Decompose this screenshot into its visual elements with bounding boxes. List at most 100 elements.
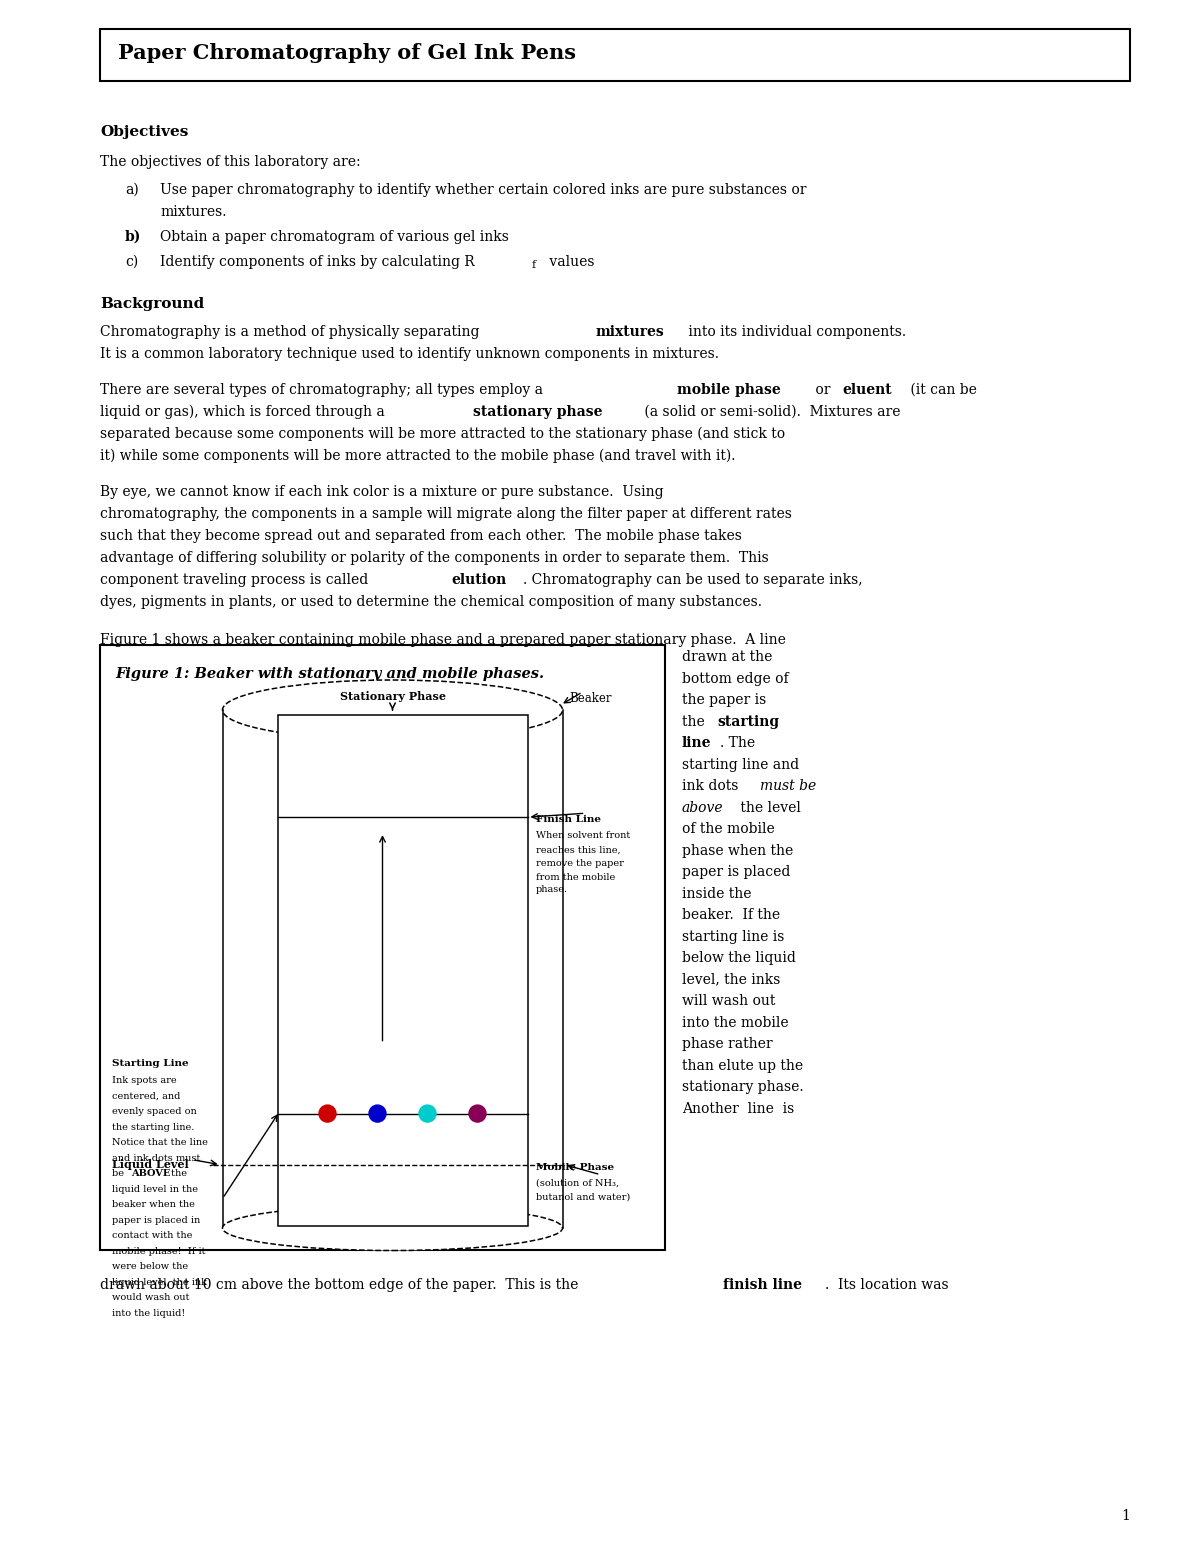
Text: remove the paper: remove the paper [535,859,623,868]
Text: Starting Line: Starting Line [112,1059,188,1067]
Text: and ink dots must: and ink dots must [112,1154,200,1163]
Text: beaker.  If the: beaker. If the [682,909,780,922]
Ellipse shape [222,680,563,739]
Text: (solution of NH₃,: (solution of NH₃, [535,1179,619,1188]
Text: There are several types of chromatography; all types employ a: There are several types of chromatograph… [100,384,547,398]
Text: paper is placed in: paper is placed in [112,1216,200,1225]
Text: into the liquid!: into the liquid! [112,1309,185,1317]
Text: ink dots: ink dots [682,780,743,794]
Text: mixtures.: mixtures. [160,205,227,219]
Text: starting line and: starting line and [682,758,799,772]
Text: Obtain a paper chromatogram of various gel inks: Obtain a paper chromatogram of various g… [160,230,509,244]
Text: bottom edge of: bottom edge of [682,671,788,685]
Text: Background: Background [100,297,204,311]
Text: It is a common laboratory technique used to identify unknown components in mixtu: It is a common laboratory technique used… [100,346,719,360]
Text: (chromatography paper): (chromatography paper) [328,717,457,727]
Text: Stationary Phase: Stationary Phase [340,691,445,702]
Text: level, the inks: level, the inks [682,972,780,986]
Text: b): b) [125,230,142,244]
Text: When solvent front: When solvent front [535,831,630,840]
Text: ABOVE: ABOVE [131,1169,170,1179]
Text: (a solid or semi-solid).  Mixtures are: (a solid or semi-solid). Mixtures are [640,405,901,419]
Text: liquid or gas), which is forced through a: liquid or gas), which is forced through … [100,405,389,419]
Text: evenly spaced on: evenly spaced on [112,1107,197,1117]
Text: Figure 1: Beaker with stationary and mobile phases.: Figure 1: Beaker with stationary and mob… [115,666,544,682]
Text: or: or [811,384,835,398]
Text: mixtures: mixtures [595,325,664,339]
Text: upwards, spots run up: upwards, spots run up [319,1061,446,1070]
Text: Another  line  is: Another line is [682,1101,794,1115]
Text: starting line is: starting line is [682,930,785,944]
Text: By eye, we cannot know if each ink color is a mixture or pure substance.  Using: By eye, we cannot know if each ink color… [100,485,664,499]
Text: will wash out: will wash out [682,994,775,1008]
Bar [100,644,665,1250]
Text: the level: the level [736,800,800,814]
Text: elution: elution [451,573,508,587]
Text: component traveling process is called: component traveling process is called [100,573,373,587]
Text: phase rather: phase rather [682,1037,773,1051]
Text: drawn at the: drawn at the [682,651,773,665]
Text: Beaker: Beaker [570,693,612,705]
Text: than elute up the: than elute up the [682,1059,803,1073]
Circle shape [319,1106,336,1123]
Text: Finish Line: Finish Line [535,815,600,825]
Text: stationary phase: stationary phase [473,405,602,419]
Text: eluent: eluent [842,384,892,398]
Text: (it can be: (it can be [906,384,977,398]
Text: Mobile Phase: Mobile Phase [535,1163,613,1171]
Bar [277,714,528,1225]
Text: the: the [168,1169,187,1179]
Text: Paper Chromatography of Gel Ink Pens: Paper Chromatography of Gel Ink Pens [118,43,576,64]
Text: beaker when the: beaker when the [112,1200,194,1210]
Text: 1: 1 [1121,1510,1130,1523]
Text: such that they become spread out and separated from each other.  The mobile phas: such that they become spread out and sep… [100,530,742,544]
Text: dyes, pigments in plants, or used to determine the chemical composition of many : dyes, pigments in plants, or used to det… [100,595,762,609]
Text: of the mobile: of the mobile [682,822,775,836]
Text: values: values [545,255,594,269]
Text: phase when the: phase when the [682,843,793,857]
Text: the paper is: the paper is [682,693,767,707]
Text: were below the: were below the [112,1263,188,1270]
Text: a): a) [125,183,139,197]
Text: Notice that the line: Notice that the line [112,1138,208,1148]
Text: mobile phase!  If it: mobile phase! If it [112,1247,205,1255]
Text: finish line: finish line [722,1278,802,1292]
Text: . Chromatography can be used to separate inks,: . Chromatography can be used to separate… [523,573,863,587]
Text: Chromatography is a method of physically separating: Chromatography is a method of physically… [100,325,484,339]
Text: above: above [682,800,724,814]
Text: paper is placed: paper is placed [682,865,791,879]
Text: Objectives: Objectives [100,124,188,140]
Text: Liquid Level: Liquid Level [112,1159,188,1169]
Text: Figure 1 shows a beaker containing mobile phase and a prepared paper stationary : Figure 1 shows a beaker containing mobil… [100,634,786,648]
Text: be: be [112,1169,127,1179]
Text: below the liquid: below the liquid [682,950,796,964]
Text: would wash out: would wash out [112,1294,190,1301]
Text: Ink spots are: Ink spots are [112,1076,176,1086]
Circle shape [469,1106,486,1123]
Text: line: line [682,736,712,750]
Circle shape [419,1106,436,1123]
Text: f: f [532,259,536,270]
Text: Identify components of inks by calculating R: Identify components of inks by calculati… [160,255,475,269]
Text: must be: must be [761,780,817,794]
Bar [100,30,1130,81]
Text: reaches this line,: reaches this line, [535,845,620,854]
Text: starting: starting [718,714,779,728]
Circle shape [370,1106,386,1123]
Text: Solvent front advances: Solvent front advances [318,1044,448,1053]
Text: liquid level in the: liquid level in the [112,1185,198,1194]
Text: drawn about 10 cm above the bottom edge of the paper.  This is the: drawn about 10 cm above the bottom edge … [100,1278,583,1292]
Text: chromatography, the components in a sample will migrate along the filter paper a: chromatography, the components in a samp… [100,506,792,520]
Text: liquid level, the ink: liquid level, the ink [112,1278,208,1286]
Text: phase.: phase. [535,885,568,895]
Text: c): c) [125,255,138,269]
Text: Use paper chromatography to identify whether certain colored inks are pure subst: Use paper chromatography to identify whe… [160,183,806,197]
Ellipse shape [222,1205,563,1250]
Text: advantage of differing solubility or polarity of the components in order to sepa: advantage of differing solubility or pol… [100,551,769,565]
Text: The objectives of this laboratory are:: The objectives of this laboratory are: [100,155,361,169]
Text: mobile phase: mobile phase [677,384,781,398]
Text: separated because some components will be more attracted to the stationary phase: separated because some components will b… [100,427,785,441]
Text: . The: . The [720,736,755,750]
Text: stationary phase.: stationary phase. [682,1079,804,1093]
Text: inside the: inside the [682,887,751,901]
